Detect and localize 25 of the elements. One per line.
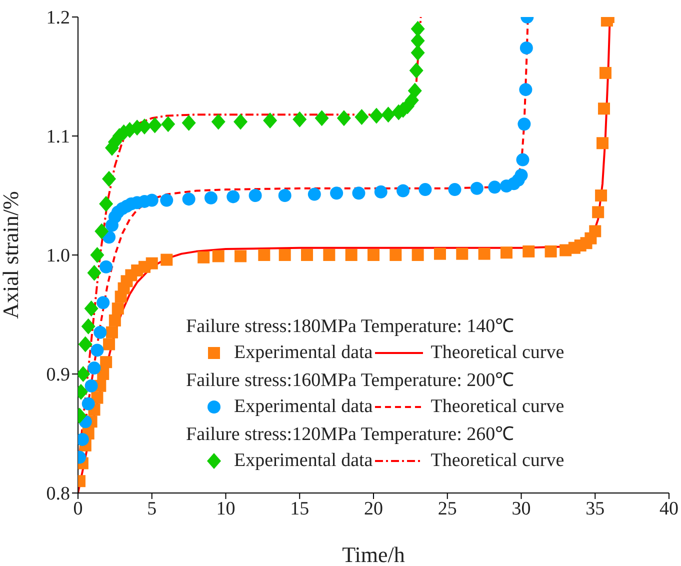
y-tick-label: 0.8 xyxy=(46,484,70,505)
x-tick-label: 35 xyxy=(586,498,605,520)
legend-label: Experimental data xyxy=(234,396,373,418)
y-tick-label: 1.0 xyxy=(46,246,70,267)
y-tick-label: 1.2 xyxy=(46,8,70,29)
x-tick-label: 20 xyxy=(364,498,383,520)
y-axis-title: Axial strain/% xyxy=(0,191,23,319)
x-tick-label: 5 xyxy=(147,498,157,520)
x-axis-title: Time/h xyxy=(342,542,405,566)
annotation: Failure stress:160MPa Temperature: 200℃ xyxy=(186,369,516,393)
annotation: Failure stress:180MPa Temperature: 140℃ xyxy=(186,315,516,339)
annotation: Failure stress:120MPa Temperature: 260℃ xyxy=(186,423,516,447)
x-tick-label: 25 xyxy=(438,498,457,520)
x-tick-label: 10 xyxy=(216,498,236,520)
x-tick-label: 30 xyxy=(512,498,531,520)
legend-label: Theoretical curve xyxy=(430,396,564,418)
x-tick-label: 0 xyxy=(73,498,83,520)
x-tick-label: 40 xyxy=(660,498,678,520)
legend-label: Experimental data xyxy=(234,450,373,472)
x-tick-label: 15 xyxy=(290,498,310,520)
legend-label: Theoretical curve xyxy=(430,450,564,472)
legend-label: Theoretical curve xyxy=(430,342,564,364)
legend-label: Experimental data xyxy=(234,342,373,364)
y-tick-label: 1.1 xyxy=(46,126,70,148)
y-tick-label: 0.9 xyxy=(46,364,70,386)
